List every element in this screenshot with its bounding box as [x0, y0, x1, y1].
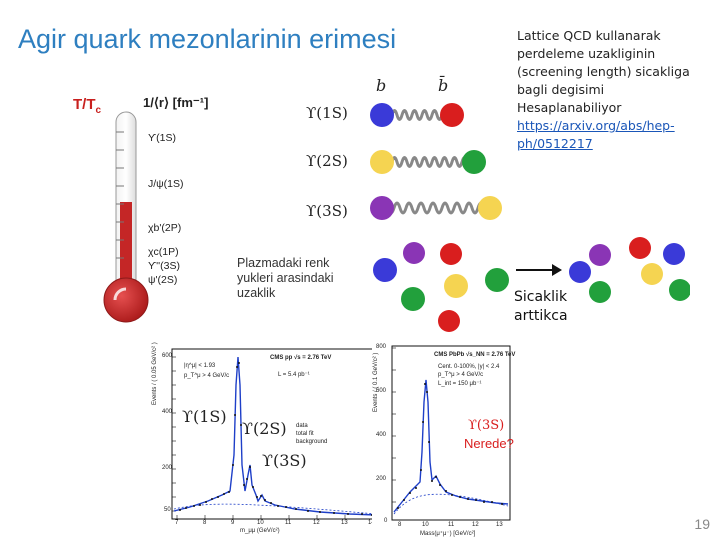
pp-header: CMS pp √s = 2.76 TeV	[270, 355, 332, 361]
quark-bbar-label: b̄	[438, 76, 449, 95]
pbpb-ytick: 400	[376, 432, 387, 438]
pp-xtick: 12	[313, 520, 320, 526]
pbpb-cut: p_T^μ > 4 GeV/c	[438, 372, 484, 378]
pbpb-header: CMS PbPb √s_NN = 2.76 TeV	[434, 352, 516, 358]
pp-legend-data: data	[296, 423, 308, 429]
spring-diagram	[370, 103, 502, 220]
pp-xtick: 7	[175, 520, 179, 526]
pbpb-cut: L_int = 150 μb⁻¹	[438, 381, 482, 387]
charge-dot	[669, 279, 690, 301]
pp-legend-fit: total fit	[296, 431, 314, 437]
state-upsilon-3s: ϒ''(3S)	[148, 260, 180, 272]
pp-cut: p_T^μ > 4 GeV/c	[184, 373, 230, 379]
pbpb-xtick: 8	[398, 522, 402, 528]
charge-dot	[444, 274, 468, 298]
quark-purple-3	[370, 196, 394, 220]
quark-b-label: b	[376, 76, 387, 95]
pbpb-missing-state: ϒ(3S)	[468, 418, 505, 433]
charge-dot	[438, 310, 460, 332]
quark-blue-1	[370, 103, 394, 127]
charge-dot	[589, 244, 611, 266]
pp-legend-bg: background	[296, 439, 328, 445]
pp-xtick: 10	[257, 520, 264, 526]
cms-pbpb-plot: Events / ( 0.1 GeV/c² ) 800 600 400 200 …	[372, 342, 516, 538]
pbpb-ytick: 200	[376, 476, 387, 482]
spring-label-2s: ϒ(2S)	[306, 152, 348, 170]
state-upsilon-1s: ϒ(1S)	[148, 132, 176, 144]
pp-xtick: 8	[203, 520, 207, 526]
pbpb-ytick: 600	[376, 388, 387, 394]
inverse-radius-label: 1/⟨r⟩ [fm⁻¹]	[143, 95, 209, 110]
quark-green-2	[462, 150, 486, 174]
charge-dot	[403, 242, 425, 264]
cms-pp-plot: Events / ( 0.05 GeV/c² ) 600 400 200 50 …	[150, 342, 382, 537]
pbpb-cut: Cent. 0-100%, |y| < 2.4	[438, 364, 500, 370]
cms-pp-frame	[171, 348, 379, 520]
pbpb-xlabel: Mass(μ⁺μ⁻) [GeV/c²]	[420, 531, 476, 537]
state-psi-2s: ψ'(2S)	[148, 274, 178, 286]
arrow-icon	[516, 264, 562, 276]
pp-label-3s: ϒ(3S)	[262, 451, 307, 470]
plasma-right-charges	[569, 237, 690, 303]
slide-title: Agir quark mezonlarinin erimesi	[18, 24, 397, 54]
state-chic-1p: χc(1P)	[148, 246, 179, 258]
charge-dot	[629, 237, 651, 259]
pp-label-2s: ϒ(2S)	[242, 419, 287, 438]
pp-ytick: 200	[162, 465, 173, 471]
pbpb-ytick: 800	[376, 344, 387, 350]
temperature-label: T/Tc	[73, 96, 102, 116]
pp-xlabel: m_μμ (GeV/c²)	[240, 528, 280, 534]
pp-ytick: 400	[162, 409, 173, 415]
charge-dot	[440, 243, 462, 265]
pp-ytick: 50	[164, 507, 171, 513]
pp-xtick: 9	[231, 520, 235, 526]
pp-label-1s: ϒ(1S)	[182, 407, 227, 426]
pbpb-ylabel: Events / ( 0.1 GeV/c² )	[373, 352, 379, 412]
arxiv-link[interactable]: https://arxiv.org/abs/hep-ph/0512217	[517, 118, 675, 151]
pbpb-missing-question: Nerede?	[464, 436, 514, 451]
charge-dot	[485, 268, 509, 292]
state-chib-2p: χb'(2P)	[148, 222, 182, 234]
quark-yellow-2	[370, 150, 394, 174]
pbpb-xtick: 12	[472, 522, 479, 528]
cms-pbpb-frame	[391, 345, 511, 521]
heat-line-2: arttikca	[514, 308, 568, 324]
thermometer-icon	[103, 111, 149, 323]
pp-xtick: 11	[285, 520, 292, 526]
plasma-text: Plazmadaki renk yukleri arasindaki uzakl…	[237, 256, 334, 300]
pp-ytick: 600	[162, 353, 173, 359]
spring-label-1s: ϒ(1S)	[306, 104, 348, 122]
heat-line-1: Sicaklik	[514, 289, 568, 305]
heat-text: Sicaklik arttikca	[514, 288, 568, 326]
note-text: Lattice QCD kullanarak perdeleme uzaklig…	[517, 27, 707, 153]
charge-dot	[641, 263, 663, 285]
pbpb-xtick: 10	[422, 522, 429, 528]
quark-yellow-3	[478, 196, 502, 220]
pp-xtick: 14	[368, 520, 375, 526]
charge-dot	[401, 287, 425, 311]
plasma-left-charges	[373, 242, 509, 332]
pp-lumi: L = 5.4 pb⁻¹	[278, 372, 310, 378]
pbpb-ytick: 0	[384, 518, 388, 524]
spring-label-3s: ϒ(3S)	[306, 202, 348, 220]
quark-red-1	[440, 103, 464, 127]
pbpb-xtick: 11	[448, 522, 455, 528]
page-number: 19	[694, 516, 710, 532]
note-body: Lattice QCD kullanarak perdeleme uzaklig…	[517, 28, 690, 115]
charge-dot	[589, 281, 611, 303]
pp-ylabel: Events / ( 0.05 GeV/c² )	[152, 342, 158, 405]
pp-cut: |η^μ| < 1.93	[184, 363, 216, 369]
pp-xtick: 13	[341, 520, 348, 526]
state-jpsi-1s: J/ψ(1S)	[148, 178, 184, 190]
charge-dot	[373, 258, 397, 282]
charge-dot	[569, 261, 591, 283]
charge-dot	[663, 243, 685, 265]
pbpb-xtick: 13	[496, 522, 503, 528]
